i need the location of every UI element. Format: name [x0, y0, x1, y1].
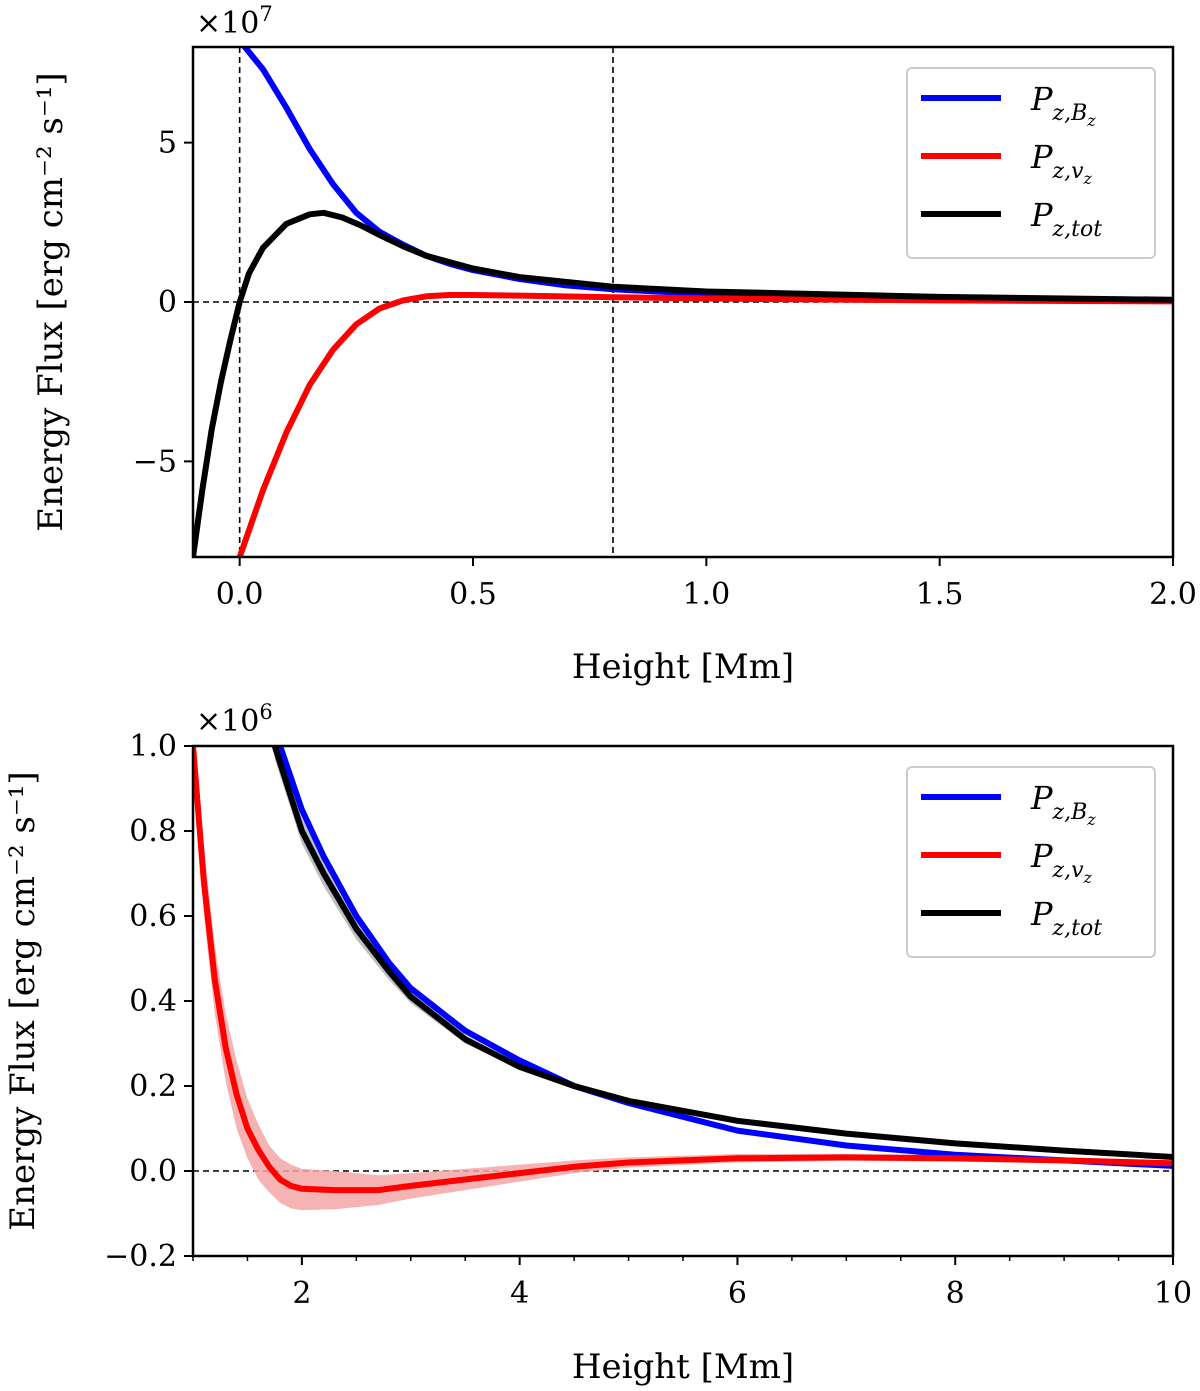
x-tick-label: 10 [1154, 1276, 1192, 1311]
y-axis-label: Energy Flux [erg cm⁻² s⁻¹] [3, 771, 43, 1230]
series-line-1 [193, 746, 1173, 1194]
y-tick-label: −5 [133, 444, 177, 479]
x-tick-label: 2.0 [1149, 577, 1197, 612]
y-tick-label: 1.0 [129, 729, 177, 764]
y-tick-label: 0.8 [129, 814, 177, 849]
y-tick-label: 0 [158, 285, 177, 320]
x-tick-label: 6 [728, 1276, 747, 1311]
x-tick-label: 4 [510, 1276, 529, 1311]
plot-area [193, 47, 1173, 557]
y-offset-text: ×106 [196, 700, 273, 739]
series-line-2 [271, 746, 1173, 1160]
y-axis-label: Energy Flux [erg cm⁻² s⁻¹] [31, 72, 71, 531]
y-tick-label: 5 [158, 126, 177, 161]
x-tick-label: 2 [292, 1276, 311, 1311]
series-line-2 [193, 209, 1173, 557]
bottom-panel: 2 4 6 8 10 −0.2 0.0 0.2 0.4 0.6 0.8 1.0 Height [Mm] E… [3, 700, 1192, 1387]
x-axis-label: Height [Mm] [572, 1347, 794, 1387]
top-panel: 0.0 0.5 1.0 1.5 2.0 −5 0 5 Height [Mm] Energy Flu… [31, 2, 1197, 687]
series-line-1 [236, 292, 1173, 557]
y-tick-label: −0.2 [104, 1239, 177, 1274]
x-tick-label: 0.5 [449, 577, 497, 612]
x-tick-label: 8 [946, 1276, 965, 1311]
x-tick-label: 1.0 [682, 577, 730, 612]
y-tick-label: 0.2 [129, 1069, 177, 1104]
legend-box [906, 766, 1156, 958]
y-tick-label: 0.4 [129, 984, 177, 1019]
legend-box [906, 67, 1156, 259]
y-tick-label: 0.0 [129, 1154, 177, 1189]
x-axis-label: Height [Mm] [572, 647, 794, 687]
x-tick-label: 1.5 [916, 577, 964, 612]
y-offset-text: ×107 [196, 2, 273, 41]
x-tick-label: 0.0 [216, 577, 264, 612]
y-tick-label: 0.6 [129, 899, 177, 934]
series-line-0 [277, 746, 1173, 1169]
plot-area [193, 746, 1173, 1211]
